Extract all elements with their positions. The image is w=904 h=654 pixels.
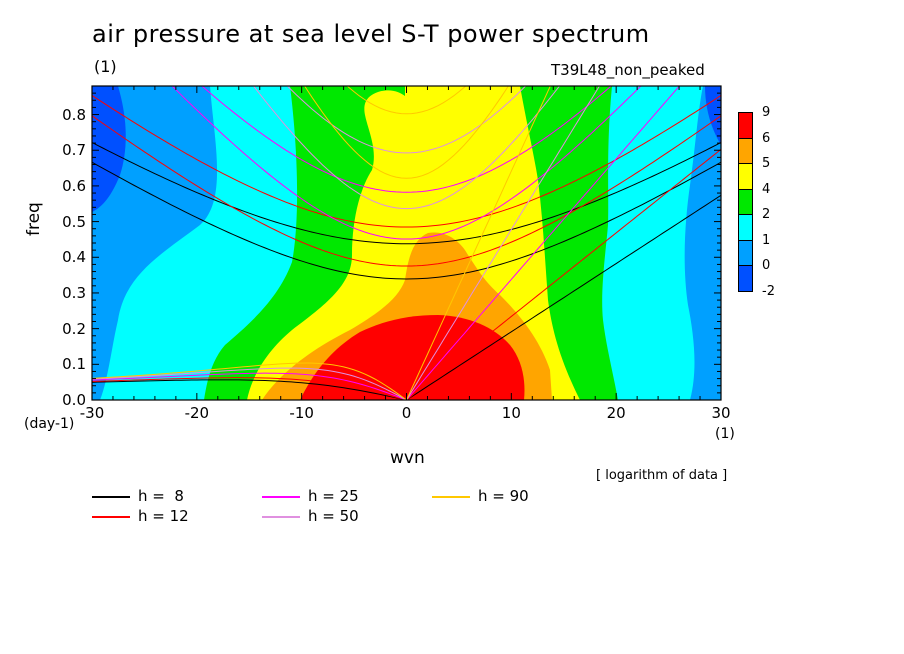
y-tick-label: 0.6 [62,176,86,195]
ig1-curve-h50 [252,86,561,210]
er1-curve-h50 [92,367,407,400]
ig2-curve-h25 [201,86,612,193]
colorbar-swatch [738,214,753,241]
x-tick-label: -30 [79,404,105,422]
y-tick-label: 0.3 [62,283,86,302]
ig2-curve-h90 [346,86,467,115]
ig1-curve-h90 [304,86,509,179]
er1-curve-h90 [92,362,407,400]
legend-label: h = 8 [138,487,184,505]
data-note: [ logarithm of data ] [596,468,728,483]
x-tick-label: 0 [401,404,412,422]
y-tick-label: 0.4 [62,248,86,267]
ig1-curve-h8 [92,161,721,280]
kelvin-curve-h90 [406,86,551,400]
legend-label: h = 25 [308,487,359,505]
y-tick-label: 0.0 [62,391,86,409]
colorbar-label: 1 [762,232,771,248]
x-tick-label: 10 [501,404,521,422]
colorbar-swatch [738,239,753,266]
legend-label: h = 90 [478,487,529,505]
y-tick-label: 0.2 [62,319,86,338]
kelvin-curve-h8 [406,194,721,400]
legend-label: h = 50 [308,507,359,525]
colorbar-swatch [738,265,753,292]
x-axis-label: wvn [390,448,425,468]
colorbar-label: 5 [762,156,771,171]
colorbar-swatch [738,112,753,139]
colorbar-label: 4 [762,181,771,197]
colorbar-label: 2 [762,207,771,222]
kelvin-curve-h50 [406,86,601,400]
ig2-curve-h8 [92,142,721,245]
chart-title: air pressure at sea level S-T power spec… [92,20,650,48]
x-tick-label: -20 [184,404,210,422]
colorbar-label: 0 [762,258,771,273]
y-tick-label: 0.1 [62,355,86,374]
x-axis-unit: (1) [715,426,735,442]
colorbar-label: 6 [762,130,771,146]
colorbar-label: -2 [762,283,775,299]
region-level-6-9 [300,315,525,400]
y-tick-label: 0.7 [62,141,86,160]
legend-label: h = 12 [138,507,189,525]
er1-curve-h12 [92,377,407,400]
er1-curve-h25 [92,372,407,400]
ig2-curve-h50 [286,86,527,154]
y-axis-unit: (day-1) [24,416,75,432]
colorbar-swatch [738,188,753,215]
ig1-curve-h12 [92,115,721,267]
legend-swatch [262,516,300,518]
legend-swatch [92,496,130,498]
y-axis-label: freq [24,202,44,236]
kelvin-curve-h12 [406,148,721,400]
y-tick-label: 0.5 [62,212,86,231]
region-below-0-left [92,86,126,212]
x-tick-label: -10 [289,404,314,422]
y-tick-label: 0.8 [62,105,86,124]
ig1-curve-h25 [171,86,642,240]
colorbar-label: 9 [762,105,771,120]
er1-curve-h8 [92,379,407,400]
title-unit: (1) [94,57,117,76]
colorbar-swatch [738,163,753,190]
legend-swatch [92,516,130,518]
x-tick-label: 20 [606,404,626,422]
colorbar-swatch [738,137,753,164]
kelvin-curve-h25 [406,86,681,400]
x-tick-label: 30 [711,404,731,422]
legend-swatch [432,496,470,498]
legend-swatch [262,496,300,498]
run-name: T39L48_non_peaked [551,61,705,79]
